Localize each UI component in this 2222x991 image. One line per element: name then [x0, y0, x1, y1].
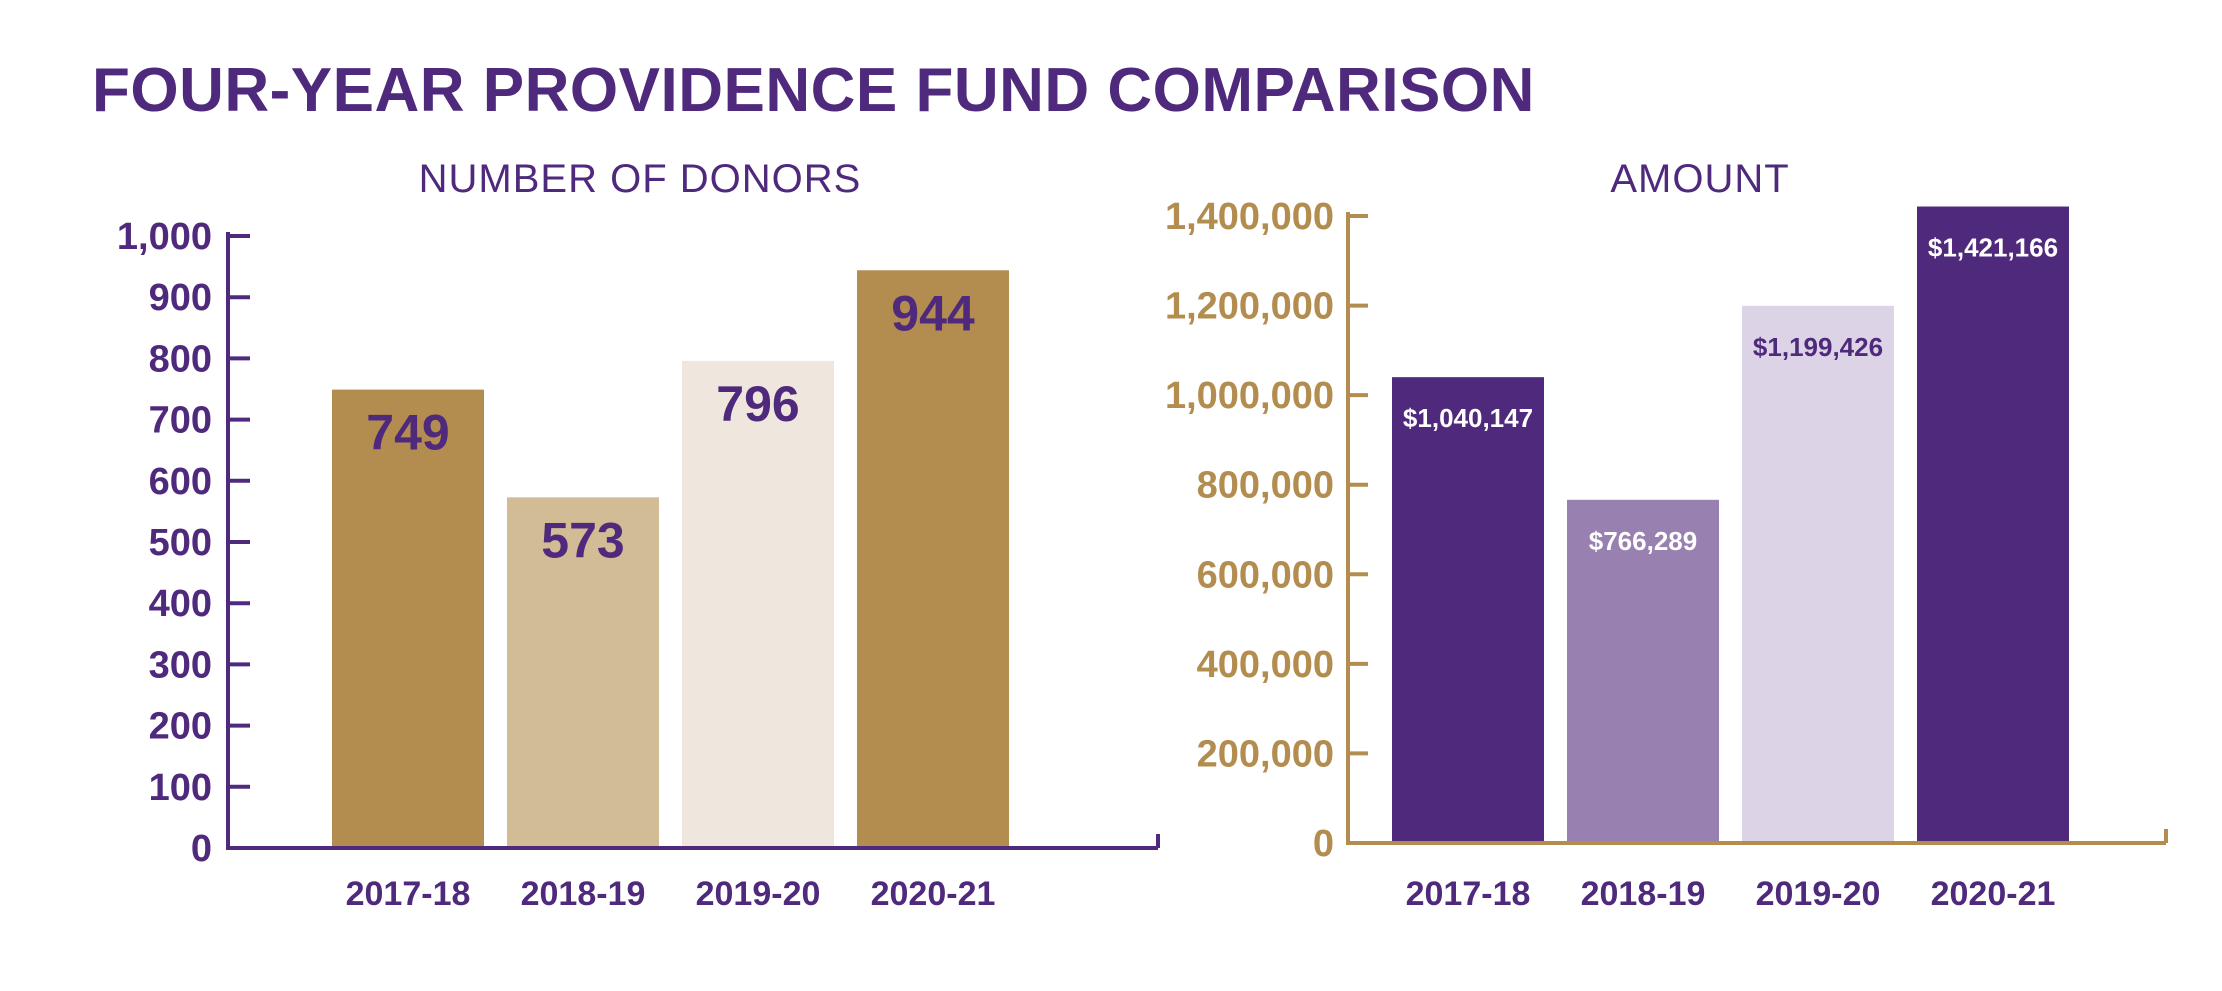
donors-y-tick-label: 400: [149, 583, 212, 625]
amount-y-tick-label: 1,400,000: [1165, 196, 1334, 238]
donors-bar: [332, 389, 484, 848]
donors-x-category-label: 2020-21: [871, 875, 996, 913]
amount-y-tick-label: 400,000: [1197, 644, 1334, 686]
donors-y-tick-label: 100: [149, 767, 212, 809]
donors-y-tick-label: 500: [149, 522, 212, 564]
amount-y-tick-label: 600,000: [1197, 554, 1334, 596]
donors-bar: [682, 360, 834, 848]
amount-y-tick-label: 800,000: [1197, 465, 1334, 507]
donors-y-tick-label: 600: [149, 461, 212, 503]
amount-chart-title: AMOUNT: [1610, 157, 1789, 201]
amount-y-tick-label: 0: [1313, 823, 1334, 865]
amount-bar-data-label: $1,040,147: [1403, 403, 1533, 433]
donors-x-category-label: 2018-19: [521, 875, 646, 913]
donors-y-tick-label: 300: [149, 644, 212, 686]
amount-bar-data-label: $1,199,426: [1753, 332, 1883, 362]
donors-bar: [857, 270, 1009, 849]
donors-y-tick-label: 900: [149, 277, 212, 319]
amount-x-category-label: 2019-20: [1756, 875, 1881, 913]
donors-bar-data-label: 944: [891, 285, 975, 341]
amount-x-category-label: 2018-19: [1581, 875, 1706, 913]
donors-bar-data-label: 573: [541, 512, 624, 568]
amount-bar-data-label: $766,289: [1589, 526, 1697, 556]
amount-bar: [1742, 305, 1894, 843]
page-title: FOUR-YEAR PROVIDENCE FUND COMPARISON: [92, 56, 1535, 125]
amount-bar-data-label: $1,421,166: [1928, 233, 2058, 263]
amount-bar: [1567, 499, 1719, 843]
donors-bar: [507, 497, 659, 848]
donors-x-category-label: 2017-18: [346, 875, 471, 913]
donors-bar-data-label: 796: [716, 376, 799, 432]
donors-chart-title: NUMBER OF DONORS: [419, 157, 862, 201]
amount-chart: AMOUNT 0 200,000 400,000 600,000 800,000 1,000…: [1165, 157, 2168, 913]
amount-y-tick-label: 1,000,000: [1165, 375, 1334, 417]
donors-y-tick-label: 800: [149, 338, 212, 380]
donors-bar-data-label: 749: [366, 405, 449, 461]
amount-bar: [1917, 206, 2069, 844]
donors-x-category-label: 2019-20: [696, 875, 821, 913]
donors-y-tick-label: 200: [149, 706, 212, 748]
donors-y-tick-label: 1,000: [117, 216, 212, 258]
donors-chart: NUMBER OF DONORS 0 100 200 300 400 500 600 700 80…: [117, 157, 1160, 913]
amount-y-tick-label: 1,200,000: [1165, 286, 1334, 328]
amount-y-tick-label: 200,000: [1197, 733, 1334, 775]
donors-y-tick-label: 0: [191, 828, 212, 870]
amount-x-category-label: 2020-21: [1931, 875, 2056, 913]
donors-y-tick-label: 700: [149, 400, 212, 442]
amount-x-category-label: 2017-18: [1406, 875, 1531, 913]
amount-bar: [1392, 377, 1544, 843]
